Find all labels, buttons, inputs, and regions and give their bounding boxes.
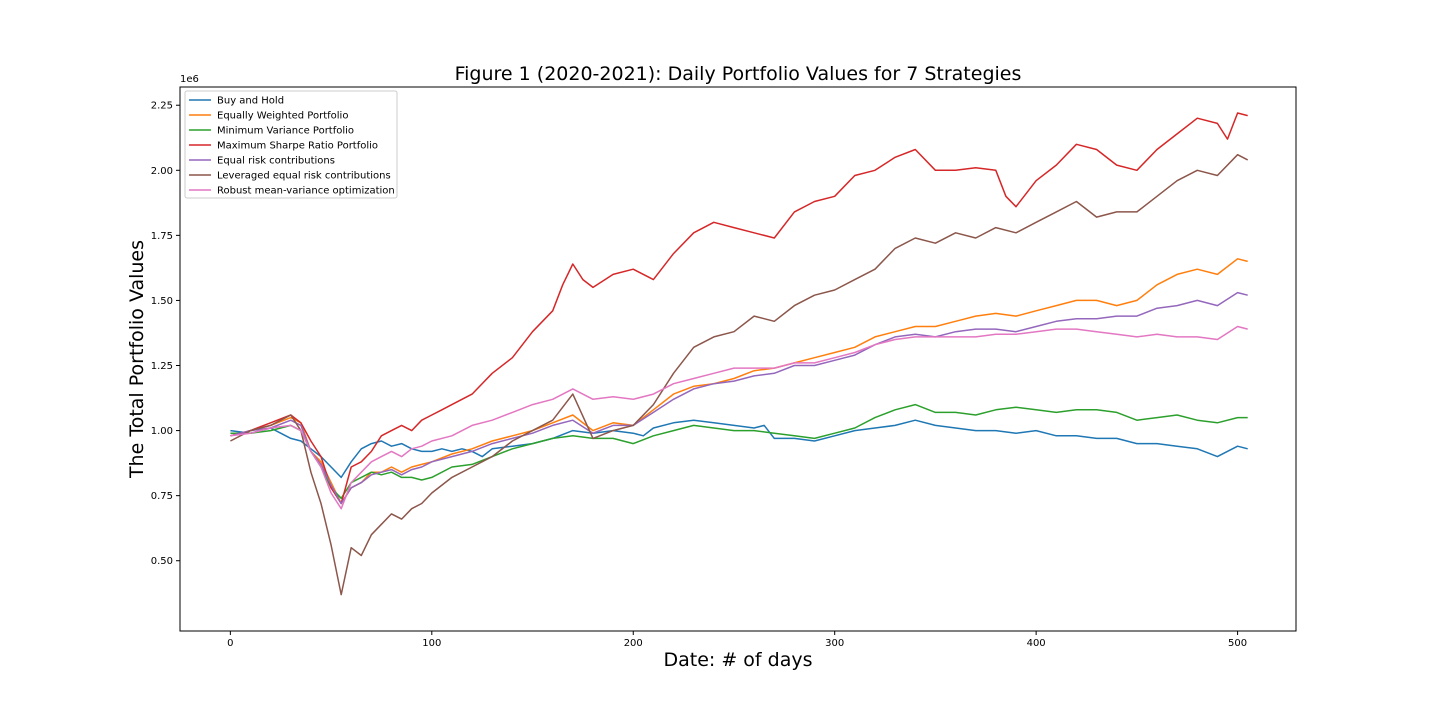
x-tick-label: 400 bbox=[1027, 638, 1046, 649]
legend-entry-label: Leveraged equal risk contributions bbox=[217, 171, 391, 182]
y-axis-offset-label: 1e6 bbox=[180, 74, 199, 85]
legend: Buy and Hold Equally Weighted Portfolio Mi… bbox=[184, 90, 398, 199]
legend-entry-label: Buy and Hold bbox=[217, 96, 284, 107]
legend-entry-label: Robust mean-variance optimization bbox=[217, 186, 395, 197]
y-tick-label: 1.00 bbox=[151, 426, 173, 437]
series-line-6 bbox=[230, 325, 1248, 510]
series-line-1 bbox=[230, 258, 1248, 505]
legend-entry-label: Equal risk contributions bbox=[217, 156, 335, 167]
x-tick-label: 500 bbox=[1228, 638, 1247, 649]
x-tick-label: 300 bbox=[825, 638, 844, 649]
series-lines bbox=[230, 112, 1249, 596]
y-tick-label: 1.75 bbox=[151, 231, 173, 242]
series-line-0 bbox=[230, 419, 1248, 479]
series-line-3 bbox=[230, 112, 1248, 505]
series-line-2 bbox=[230, 403, 1248, 500]
legend-entry-label: Minimum Variance Portfolio bbox=[217, 126, 354, 137]
series-line-5 bbox=[230, 153, 1249, 596]
x-axis-label: Date: # of days bbox=[663, 649, 812, 671]
y-tick-label: 1.50 bbox=[151, 296, 173, 307]
y-tick-label: 1.25 bbox=[151, 361, 173, 372]
plot-area-frame bbox=[179, 86, 1297, 632]
y-axis-ticks: 0.50 0.75 1.00 1.25 1.50 1.75 2.00 2.25 bbox=[151, 101, 180, 567]
legend-box bbox=[184, 90, 398, 199]
x-tick-label: 0 bbox=[227, 638, 233, 649]
x-tick-label: 200 bbox=[624, 638, 643, 649]
y-tick-label: 0.50 bbox=[151, 556, 173, 567]
x-axis-ticks: 0 100 200 300 400 500 bbox=[227, 631, 1247, 649]
y-tick-label: 2.00 bbox=[151, 166, 173, 177]
series-line-4 bbox=[230, 291, 1248, 505]
legend-entry-label: Maximum Sharpe Ratio Portfolio bbox=[217, 141, 378, 152]
y-tick-label: 0.75 bbox=[151, 491, 173, 502]
legend-entry-label: Equally Weighted Portfolio bbox=[217, 111, 348, 122]
y-axis-label: The Total Portfolio Values bbox=[126, 240, 148, 479]
y-tick-label: 2.25 bbox=[151, 101, 173, 112]
chart-title: Figure 1 (2020-2021): Daily Portfolio Va… bbox=[455, 63, 1022, 85]
x-tick-label: 100 bbox=[422, 638, 441, 649]
